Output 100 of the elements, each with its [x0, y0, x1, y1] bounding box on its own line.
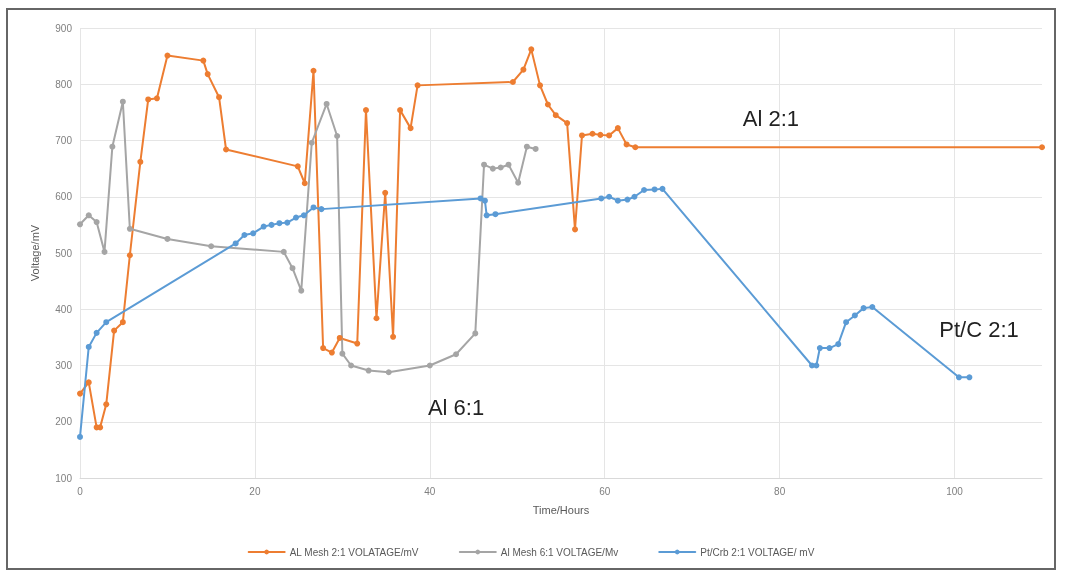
point	[232, 240, 239, 247]
point	[509, 79, 516, 85]
point	[869, 304, 876, 310]
point	[597, 131, 604, 138]
legend-label: Pt/Crb 2:1 VOLTAGE/ mV	[700, 546, 815, 558]
point	[523, 143, 530, 150]
point	[481, 197, 488, 204]
point	[223, 146, 230, 153]
point	[492, 211, 499, 218]
point	[1039, 144, 1045, 151]
point	[397, 107, 404, 114]
point	[481, 161, 488, 168]
x-axis-title: Time/Hours	[532, 503, 590, 516]
point	[328, 349, 335, 356]
point	[97, 424, 104, 431]
point	[77, 390, 83, 397]
point	[373, 315, 380, 322]
point	[528, 46, 535, 53]
point	[362, 107, 369, 114]
point	[77, 433, 83, 440]
point	[260, 223, 267, 230]
point	[624, 196, 631, 203]
point	[164, 52, 171, 59]
point	[966, 374, 973, 381]
y-tick-label: 200	[55, 416, 73, 428]
point	[103, 319, 110, 326]
y-tick-label: 700	[55, 135, 73, 146]
point	[119, 98, 126, 105]
point	[200, 57, 207, 64]
point	[606, 132, 613, 139]
point	[532, 145, 539, 152]
point	[390, 333, 397, 340]
point	[641, 187, 648, 193]
point	[308, 139, 315, 146]
point	[843, 319, 850, 326]
point	[651, 186, 658, 193]
point	[216, 94, 223, 101]
point	[284, 219, 291, 226]
point	[85, 212, 92, 219]
y-axis-title: Voltage/mV	[28, 224, 41, 282]
point	[109, 143, 116, 150]
point	[280, 248, 287, 255]
point	[334, 133, 341, 139]
point	[85, 379, 92, 386]
point	[103, 401, 110, 408]
point	[614, 125, 621, 132]
point	[851, 312, 858, 319]
x-tick-label: 80	[774, 485, 786, 497]
point	[336, 334, 343, 341]
point	[137, 158, 144, 165]
point	[294, 163, 301, 170]
point	[659, 185, 666, 192]
point	[93, 219, 100, 226]
point	[489, 165, 496, 172]
annotation: Al 2:1	[742, 106, 800, 132]
point	[268, 221, 275, 228]
point	[564, 120, 571, 127]
point	[606, 193, 613, 200]
point	[164, 235, 171, 242]
point	[860, 305, 867, 312]
point	[323, 100, 330, 107]
point	[293, 214, 300, 221]
point	[276, 220, 283, 227]
point	[289, 265, 296, 272]
point	[623, 141, 630, 148]
point	[126, 252, 133, 259]
point	[348, 362, 355, 369]
point	[365, 367, 372, 374]
x-tick-label: 40	[424, 485, 436, 497]
x-tick-label: 100	[946, 485, 964, 497]
point	[301, 180, 308, 187]
point	[318, 206, 325, 213]
y-tick-label: 800	[55, 78, 73, 90]
y-tick-label: 600	[55, 191, 73, 203]
point	[77, 221, 83, 228]
y-tick-label: 400	[55, 303, 73, 315]
point	[426, 362, 433, 369]
point	[241, 232, 248, 238]
point	[204, 71, 211, 78]
point	[515, 179, 522, 186]
point	[816, 345, 823, 352]
point	[631, 193, 638, 200]
x-tick-label: 60	[599, 485, 611, 497]
point	[955, 374, 962, 381]
point	[126, 225, 133, 232]
point	[407, 125, 414, 132]
y-tick-label: 500	[55, 247, 73, 259]
y-tick-label: 100	[55, 472, 73, 484]
point	[835, 341, 842, 348]
point	[483, 212, 490, 219]
point	[598, 195, 605, 202]
point	[385, 369, 392, 376]
point	[544, 101, 551, 108]
x-tick-label: 20	[249, 485, 261, 497]
x-tick-label: 0	[77, 485, 84, 497]
point	[101, 248, 108, 255]
point	[300, 212, 307, 219]
annotation: Pt/C 2:1	[939, 317, 1019, 342]
point	[632, 144, 639, 151]
legend-label: AL Mesh 2:1 VOLATAGE/mV	[289, 546, 419, 558]
